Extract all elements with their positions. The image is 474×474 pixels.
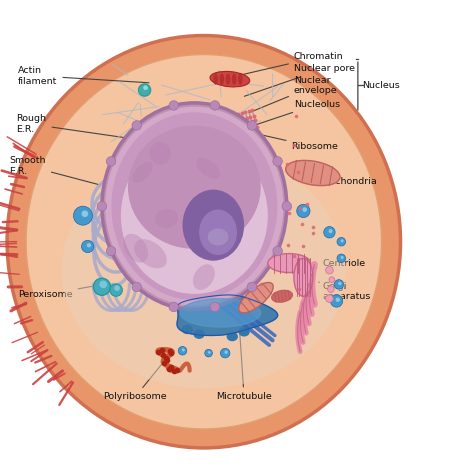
Ellipse shape: [178, 346, 187, 355]
Polygon shape: [177, 295, 278, 336]
Ellipse shape: [219, 73, 224, 85]
Ellipse shape: [87, 243, 91, 247]
Ellipse shape: [123, 234, 148, 263]
Ellipse shape: [294, 258, 313, 296]
Ellipse shape: [329, 277, 335, 283]
Ellipse shape: [106, 156, 116, 166]
Ellipse shape: [210, 100, 219, 110]
Ellipse shape: [213, 73, 218, 85]
Ellipse shape: [273, 246, 283, 256]
Ellipse shape: [227, 332, 238, 341]
Text: Smooth
E.R.: Smooth E.R.: [9, 156, 100, 185]
Ellipse shape: [102, 103, 287, 310]
Ellipse shape: [326, 295, 333, 302]
Ellipse shape: [239, 283, 273, 313]
Ellipse shape: [338, 282, 341, 285]
Text: Golgi
apparatus: Golgi apparatus: [319, 282, 371, 301]
Ellipse shape: [330, 295, 343, 307]
Ellipse shape: [238, 327, 250, 337]
Ellipse shape: [324, 227, 335, 238]
Ellipse shape: [337, 237, 346, 246]
Ellipse shape: [26, 55, 382, 429]
Text: Ribosome: Ribosome: [259, 134, 338, 151]
Ellipse shape: [106, 246, 116, 256]
Ellipse shape: [220, 348, 230, 358]
Ellipse shape: [210, 302, 219, 312]
Ellipse shape: [128, 126, 261, 249]
Ellipse shape: [182, 348, 185, 351]
Ellipse shape: [210, 72, 250, 87]
Ellipse shape: [226, 73, 230, 85]
Text: Chromatin: Chromatin: [240, 53, 344, 75]
Ellipse shape: [196, 158, 220, 179]
Ellipse shape: [247, 121, 257, 130]
Ellipse shape: [73, 206, 92, 225]
Text: Nuclear pore: Nuclear pore: [245, 64, 355, 96]
Ellipse shape: [134, 239, 167, 268]
Ellipse shape: [82, 240, 94, 253]
Ellipse shape: [93, 278, 110, 295]
Text: Actin
filament: Actin filament: [18, 66, 149, 85]
Ellipse shape: [238, 73, 243, 85]
Ellipse shape: [208, 351, 210, 354]
Ellipse shape: [155, 209, 178, 228]
Ellipse shape: [224, 351, 228, 354]
Ellipse shape: [297, 204, 310, 218]
Ellipse shape: [143, 85, 148, 90]
Ellipse shape: [205, 349, 212, 357]
Ellipse shape: [193, 264, 215, 290]
Ellipse shape: [182, 190, 244, 261]
Ellipse shape: [341, 256, 344, 259]
Ellipse shape: [132, 162, 153, 183]
Ellipse shape: [169, 100, 179, 110]
Ellipse shape: [196, 232, 218, 247]
Ellipse shape: [182, 325, 193, 334]
Ellipse shape: [114, 285, 120, 291]
Text: Mitochondria: Mitochondria: [315, 173, 377, 185]
Ellipse shape: [169, 302, 179, 312]
Ellipse shape: [126, 228, 263, 289]
Text: Centriole: Centriole: [301, 259, 365, 270]
Text: Polyribosome: Polyribosome: [103, 363, 167, 401]
Ellipse shape: [199, 210, 237, 255]
Ellipse shape: [121, 137, 268, 294]
Ellipse shape: [328, 286, 334, 292]
Ellipse shape: [336, 298, 340, 302]
Polygon shape: [180, 299, 261, 327]
Ellipse shape: [62, 152, 346, 389]
Ellipse shape: [82, 210, 88, 217]
Ellipse shape: [286, 160, 340, 186]
Ellipse shape: [273, 156, 283, 166]
Ellipse shape: [100, 281, 107, 288]
Text: Peroxisome: Peroxisome: [18, 286, 92, 299]
Text: Nuclear
envelope: Nuclear envelope: [249, 76, 337, 113]
Ellipse shape: [334, 280, 344, 289]
Ellipse shape: [232, 73, 237, 85]
Text: Rough
E.R.: Rough E.R.: [17, 115, 137, 139]
Ellipse shape: [149, 142, 171, 165]
Ellipse shape: [132, 282, 141, 292]
Ellipse shape: [208, 228, 228, 246]
Ellipse shape: [302, 207, 307, 212]
Ellipse shape: [268, 254, 310, 273]
Ellipse shape: [326, 266, 333, 274]
Ellipse shape: [341, 239, 344, 242]
Ellipse shape: [111, 112, 277, 300]
Ellipse shape: [132, 121, 141, 130]
Text: Nucleus: Nucleus: [362, 81, 400, 90]
Ellipse shape: [328, 229, 333, 233]
Ellipse shape: [193, 329, 205, 339]
Text: Microtubule: Microtubule: [216, 330, 272, 401]
Text: Nucleolus: Nucleolus: [221, 100, 340, 137]
Ellipse shape: [138, 84, 151, 96]
Ellipse shape: [110, 284, 122, 296]
Ellipse shape: [97, 201, 107, 211]
Ellipse shape: [7, 36, 401, 448]
Ellipse shape: [282, 201, 292, 211]
Ellipse shape: [247, 282, 257, 292]
Ellipse shape: [105, 107, 283, 306]
Ellipse shape: [272, 291, 292, 302]
Ellipse shape: [337, 254, 346, 263]
